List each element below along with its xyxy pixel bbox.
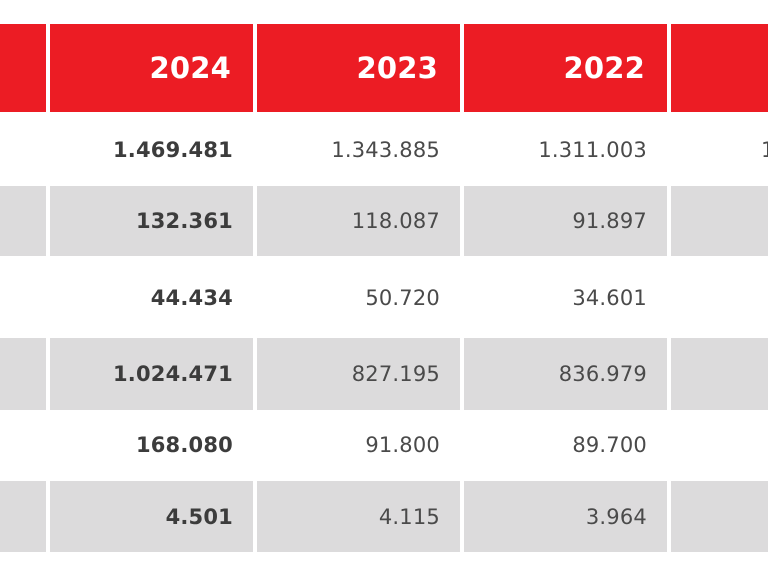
table-cell xyxy=(671,186,768,256)
table-cell xyxy=(671,481,768,552)
table-cell xyxy=(671,338,768,410)
table-cell: 118.087 xyxy=(257,186,460,256)
row-label-cell xyxy=(0,186,46,256)
table-cell: 1.343.885 xyxy=(331,138,440,162)
table-cell: 1.469.481 xyxy=(112,138,233,162)
header-year-next xyxy=(671,24,768,112)
table-cell: 1.311.003 xyxy=(538,138,647,162)
table-cell: 168.080 xyxy=(135,433,233,457)
table-cell-partial: 1 xyxy=(761,138,768,162)
table-cell: 4.501 xyxy=(50,481,253,552)
row-label-cell xyxy=(0,338,46,410)
table-cell: 50.720 xyxy=(365,286,440,310)
table-cell: 836.979 xyxy=(464,338,667,410)
table-cell: 91.800 xyxy=(365,433,440,457)
table-cell: 4.115 xyxy=(257,481,460,552)
table-cell: 44.434 xyxy=(150,286,233,310)
table-cell: 1.024.471 xyxy=(50,338,253,410)
table-cell: 132.361 xyxy=(50,186,253,256)
table-cell: 89.700 xyxy=(572,433,647,457)
header-label-cell xyxy=(0,24,46,112)
header-year-2024: 2024 xyxy=(50,24,253,112)
header-year-2023: 2023 xyxy=(257,24,460,112)
header-year-2022: 2022 xyxy=(464,24,667,112)
table-cell: 91.897 xyxy=(464,186,667,256)
row-label-cell xyxy=(0,481,46,552)
table-cell: 827.195 xyxy=(257,338,460,410)
table-cell: 34.601 xyxy=(572,286,647,310)
table-cell: 3.964 xyxy=(464,481,667,552)
